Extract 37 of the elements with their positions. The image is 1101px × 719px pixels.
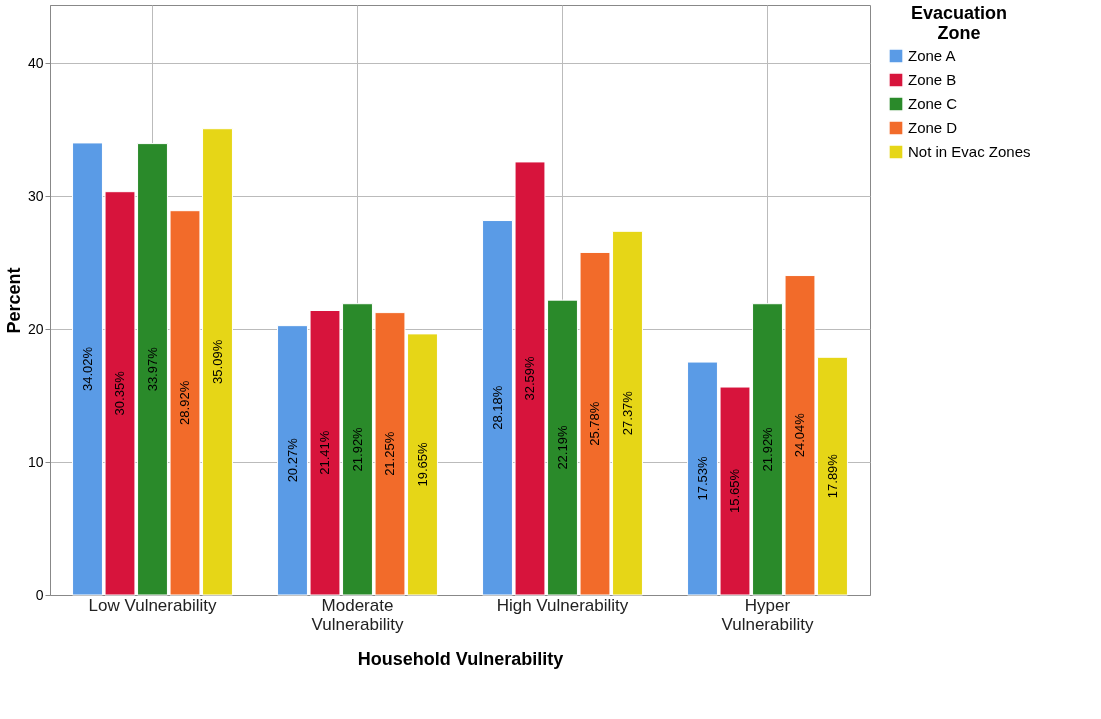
x-tick-label: Low Vulnerability <box>88 595 217 615</box>
data-label: 32.59% <box>522 355 537 401</box>
data-label: 21.41% <box>317 430 332 475</box>
x-tick-label: High Vulnerability <box>496 595 629 615</box>
data-label: 34.02% <box>79 346 95 392</box>
data-label: 15.65% <box>727 468 742 514</box>
y-tick-label: 0 <box>35 586 44 603</box>
legend-label: Zone A <box>908 47 956 64</box>
y-tick-label: 30 <box>27 187 44 204</box>
y-tick-label: 10 <box>27 453 44 470</box>
data-label: 25.78% <box>587 401 602 446</box>
data-label: 33.97% <box>144 346 160 392</box>
legend-label: Not in Evac Zones <box>908 143 1031 160</box>
data-label: 24.04% <box>792 412 807 458</box>
data-label: 17.53% <box>694 456 710 501</box>
legend-label: Zone B <box>908 71 957 88</box>
data-label: 19.65% <box>414 441 430 487</box>
legend-label: Zone D <box>908 119 958 136</box>
data-label: 30.35% <box>112 370 127 416</box>
x-axis-title: Household Vulnerability <box>357 648 564 669</box>
y-tick-label: 20 <box>27 320 44 337</box>
legend-label: Zone C <box>908 95 958 112</box>
data-label: 28.18% <box>489 385 505 430</box>
data-label: 28.92% <box>177 380 192 425</box>
data-label: 21.25% <box>382 431 397 476</box>
legend-title: Evacuation Zone <box>910 3 1008 43</box>
x-tick-label: Hyper Vulnerability <box>721 595 814 634</box>
y-tick-label: 40 <box>27 54 44 71</box>
data-label: 27.37% <box>619 390 635 436</box>
y-axis-title: Percent <box>3 267 24 334</box>
data-label: 21.92% <box>349 426 365 472</box>
data-label: 17.89% <box>824 453 840 499</box>
x-tick-label: Moderate Vulnerability <box>311 595 404 634</box>
data-label: 35.09% <box>209 339 225 384</box>
data-label: 21.92% <box>759 426 775 472</box>
data-label: 22.19% <box>554 425 570 470</box>
data-label: 20.27% <box>284 437 300 483</box>
